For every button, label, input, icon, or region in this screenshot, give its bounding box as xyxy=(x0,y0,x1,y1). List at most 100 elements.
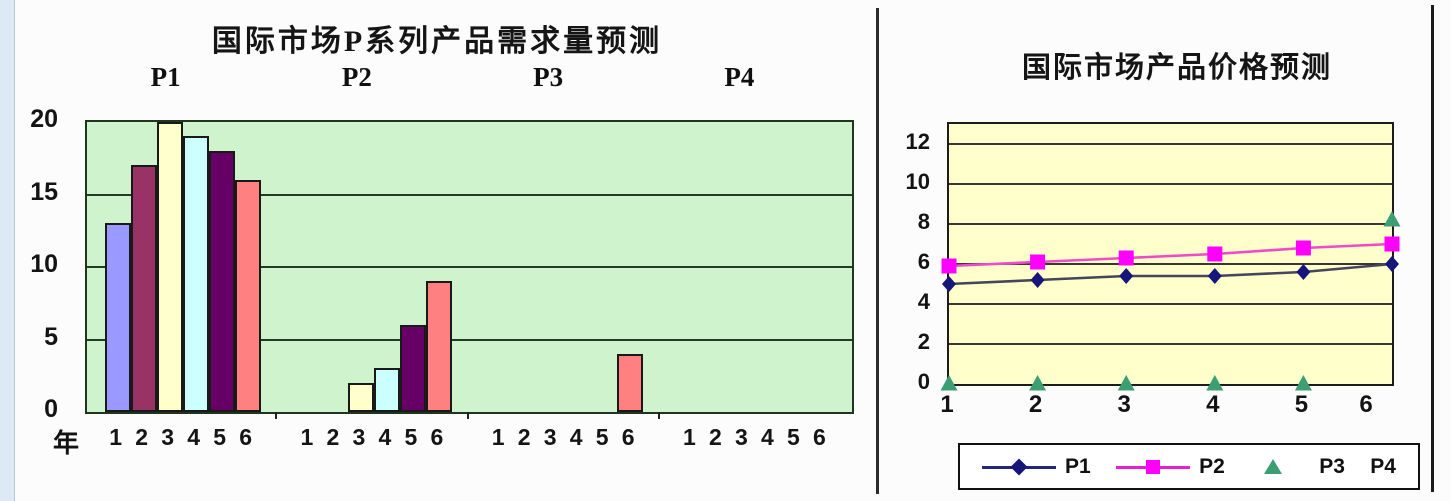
marker-diamond-p1-1 xyxy=(942,276,956,292)
right-y-tick-label-8: 8 xyxy=(917,209,930,234)
x-tick-label-p1-1: 1 xyxy=(109,424,123,450)
right-chart-legend: P1 P2 P3 P4 xyxy=(958,443,1420,490)
right-y-tick-label-4: 4 xyxy=(917,289,930,314)
x-tick-label-p2-6: 6 xyxy=(430,424,444,450)
right-y-tick-label-0: 0 xyxy=(917,369,930,394)
y-tick-label-15: 15 xyxy=(30,177,58,206)
bar-p1-year4 xyxy=(182,136,209,412)
right-x-tick-label-5: 5 xyxy=(1294,391,1309,418)
x-axis-title-year: 年 xyxy=(52,429,79,458)
axis-tick-group-3 xyxy=(657,412,660,419)
right-y-tick-label-10: 10 xyxy=(905,169,930,194)
right-x-tick-label-1: 1 xyxy=(940,391,954,418)
x-tick-label-p4-2: 2 xyxy=(708,424,722,450)
right-x-tick-label-3: 3 xyxy=(1117,391,1131,418)
gridline-15 xyxy=(87,193,852,196)
marker-triangle-p3-6 xyxy=(1383,211,1401,227)
marker-square-p2-4 xyxy=(1207,246,1223,262)
panel-right-border-line xyxy=(1431,5,1434,492)
x-tick-label-p3-3: 3 xyxy=(543,424,557,450)
x-tick-label-p1-2: 2 xyxy=(135,424,149,450)
x-tick-label-p1-5: 5 xyxy=(213,424,227,450)
legend-label-p4: P4 xyxy=(1370,454,1396,478)
right-chart-plot-area xyxy=(940,122,1401,391)
x-tick-label-p2-4: 4 xyxy=(378,424,392,450)
right-y-tick-label-12: 12 xyxy=(905,129,930,154)
bar-p2-year6 xyxy=(425,281,452,412)
legend-item-p3: P3 xyxy=(1250,455,1345,479)
axis-tick-group-2 xyxy=(466,412,469,419)
legend-sample-p2 xyxy=(1116,459,1191,475)
series-line-p2 xyxy=(948,242,1393,268)
marker-diamond-p1-4 xyxy=(1207,268,1222,284)
legend-label-p3: P3 xyxy=(1319,454,1345,478)
legend-item-p4: P4 xyxy=(1370,455,1396,479)
legend-label-p1: P1 xyxy=(1065,454,1091,478)
legend-item-p1: P1 xyxy=(982,455,1091,479)
x-tick-label-p3-5: 5 xyxy=(595,424,609,450)
x-tick-label-p3-6: 6 xyxy=(621,424,635,450)
series-line-p1 xyxy=(948,262,1393,286)
x-tick-label-p4-4: 4 xyxy=(760,424,774,450)
x-tick-label-p1-6: 6 xyxy=(239,424,253,450)
group-label-p1: P1 xyxy=(150,62,181,92)
axis-tick-group-1 xyxy=(275,412,278,419)
right-y-tick-label-6: 6 xyxy=(917,249,930,274)
bar-p2-year4 xyxy=(373,368,400,412)
marker-square-p2-5 xyxy=(1295,240,1311,256)
panel-divider-line xyxy=(876,8,879,494)
left-chart-title: 国际市场P系列产品需求量预测 xyxy=(211,25,663,58)
marker-square-p2-1 xyxy=(941,258,957,274)
x-tick-label-p1-4: 4 xyxy=(187,424,201,450)
marker-diamond-p1-3 xyxy=(1119,268,1134,284)
y-tick-label-0: 0 xyxy=(44,395,58,423)
marker-square-p2-2 xyxy=(1030,254,1046,270)
right-x-tick-label-2: 2 xyxy=(1028,391,1043,418)
line-chart-svg xyxy=(940,143,1401,391)
bar-p1-year3 xyxy=(156,122,183,412)
bar-p1-year1 xyxy=(104,223,131,412)
y-tick-label-5: 5 xyxy=(44,322,58,351)
legend-marker-triangle xyxy=(1264,459,1283,474)
bar-p2-year5 xyxy=(399,325,426,412)
legend-marker-diamond xyxy=(1010,458,1028,475)
legend-item-p2: P2 xyxy=(1116,455,1225,479)
y-tick-label-10: 10 xyxy=(30,250,58,278)
x-tick-label-p4-6: 6 xyxy=(812,424,826,450)
gridline-5 xyxy=(87,338,852,341)
x-tick-label-p2-5: 5 xyxy=(404,424,418,450)
legend-label-p2: P2 xyxy=(1199,454,1225,478)
bar-p3-year6 xyxy=(617,354,644,412)
x-tick-label-p1-3: 3 xyxy=(161,424,175,450)
marker-square-p2-6 xyxy=(1384,236,1400,252)
y-tick-label-20: 20 xyxy=(30,105,58,133)
marker-triangle-p3-2 xyxy=(1029,375,1047,391)
right-chart-title: 国际市场产品价格预测 xyxy=(1021,52,1332,84)
page-left-margin xyxy=(0,0,15,501)
x-tick-label-p4-1: 1 xyxy=(682,424,696,450)
x-tick-label-p2-3: 3 xyxy=(352,424,366,450)
marker-triangle-p3-4 xyxy=(1206,375,1224,391)
legend-marker-square xyxy=(1146,459,1161,474)
bar-p1-year2 xyxy=(130,165,157,412)
x-tick-label-p3-2: 2 xyxy=(517,424,531,450)
legend-sample-p1 xyxy=(982,458,1056,475)
x-tick-label-p4-5: 5 xyxy=(786,424,800,450)
left-chart-plot-area xyxy=(85,120,854,414)
marker-diamond-p1-6 xyxy=(1385,256,1399,272)
right-y-tick-label-2: 2 xyxy=(917,329,930,354)
marker-diamond-p1-5 xyxy=(1296,264,1311,280)
marker-triangle-p3-3 xyxy=(1117,375,1135,391)
bar-p1-year6 xyxy=(234,180,261,412)
x-tick-label-p2-1: 1 xyxy=(300,424,314,450)
group-label-p4: P4 xyxy=(724,62,755,92)
marker-triangle-p3-5 xyxy=(1294,375,1312,391)
bar-p1-year5 xyxy=(208,151,235,412)
gridline-10 xyxy=(87,266,852,268)
group-label-p2: P2 xyxy=(341,62,372,92)
right-x-tick-label-4: 4 xyxy=(1206,391,1220,418)
x-tick-label-p4-3: 3 xyxy=(734,424,748,450)
x-tick-label-p2-2: 2 xyxy=(326,424,340,450)
marker-triangle-p3-1 xyxy=(940,375,958,391)
